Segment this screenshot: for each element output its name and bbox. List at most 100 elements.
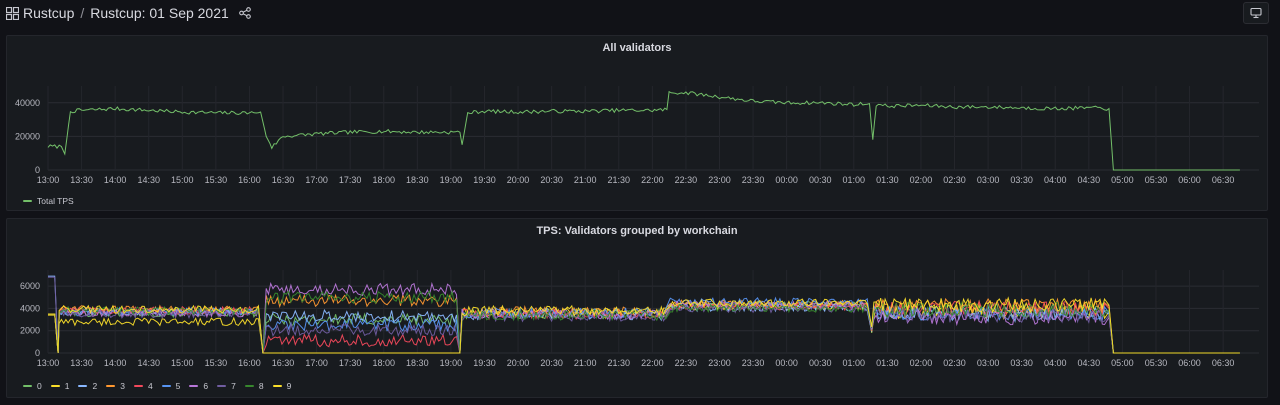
x-tick-label: 22:00 <box>641 175 664 185</box>
x-tick-label: 20:30 <box>540 358 563 368</box>
legend-label: 1 <box>64 381 70 391</box>
legend-item[interactable]: 4 <box>133 381 153 391</box>
x-tick-label: 00:00 <box>775 175 798 185</box>
legend-label: 2 <box>92 381 98 391</box>
x-tick-label: 03:00 <box>977 358 1000 368</box>
dashboard-title[interactable]: Rustcup: 01 Sep 2021 <box>90 5 229 21</box>
x-tick-label: 15:30 <box>205 358 228 368</box>
legend-item[interactable]: 1 <box>50 381 70 391</box>
y-tick-label: 0 <box>35 348 40 358</box>
legend-item[interactable]: 9 <box>272 381 292 391</box>
legend-item[interactable]: Total TPS <box>23 196 74 206</box>
x-tick-label: 16:30 <box>272 175 295 185</box>
dashboard-header: Rustcup / Rustcup: 01 Sep 2021 <box>0 0 1280 28</box>
panel-title[interactable]: TPS: Validators grouped by workchain <box>536 225 738 237</box>
x-tick-label: 17:30 <box>339 175 362 185</box>
legend-label: Total TPS <box>37 196 74 206</box>
x-tick-label: 14:30 <box>137 175 160 185</box>
x-tick-label: 22:30 <box>675 175 698 185</box>
x-tick-label: 02:00 <box>910 175 933 185</box>
legend-swatch <box>78 385 88 387</box>
legend-item[interactable]: 5 <box>161 381 180 391</box>
x-tick-label: 15:00 <box>171 358 194 368</box>
legend-swatch <box>161 385 171 387</box>
x-tick-label: 20:00 <box>507 175 530 185</box>
legend-label: 0 <box>37 381 42 391</box>
share-icon[interactable] <box>238 7 251 19</box>
x-tick-label: 03:00 <box>977 175 1000 185</box>
legend-item[interactable]: 3 <box>106 381 125 391</box>
legend-swatch <box>133 385 143 387</box>
x-tick-label: 02:00 <box>910 358 933 368</box>
series-line-8[interactable] <box>48 289 1240 354</box>
x-tick-label: 06:30 <box>1212 358 1235 368</box>
series-line-total-tps[interactable] <box>47 90 1240 171</box>
breadcrumb-folder[interactable]: Rustcup <box>23 5 75 21</box>
x-tick-label: 23:30 <box>742 358 765 368</box>
x-tick-label: 13:00 <box>37 175 60 185</box>
legend-item[interactable]: 0 <box>23 381 42 391</box>
legend-item[interactable]: 8 <box>244 381 264 391</box>
legend-label: 6 <box>203 381 209 391</box>
legend-label: 7 <box>231 381 236 391</box>
total-tps-chart[interactable]: 0 20000 40000 13:00 13:30 14:00 14:30 15:00 15:3… <box>7 36 1267 210</box>
x-tick-label: 02:30 <box>943 175 966 185</box>
x-tick-label: 00:00 <box>775 358 798 368</box>
x-tick-label: 21:00 <box>574 358 597 368</box>
y-tick-label: 40000 <box>15 98 40 108</box>
x-tick-label: 04:30 <box>1078 175 1101 185</box>
x-tick-label: 01:00 <box>843 175 866 185</box>
x-tick-label: 01:30 <box>876 358 899 368</box>
legend-item[interactable]: 6 <box>189 381 208 391</box>
x-tick-label: 00:30 <box>809 358 832 368</box>
legend-swatch <box>244 385 254 387</box>
y-tick-label: 4000 <box>20 303 40 313</box>
x-tick-label: 22:00 <box>641 358 664 368</box>
x-tick-label: 14:30 <box>137 358 160 368</box>
x-tick-label: 23:00 <box>708 175 731 185</box>
x-tick-label: 01:30 <box>876 175 899 185</box>
x-tick-label: 13:00 <box>37 358 60 368</box>
legend-label: 8 <box>258 381 264 391</box>
x-tick-label: 18:30 <box>406 175 429 185</box>
x-tick-label: 14:00 <box>104 175 127 185</box>
panel-all-validators[interactable]: All validators 0 20000 40000 13:00 13:30 14:0… <box>6 35 1268 211</box>
tv-mode-button[interactable] <box>1243 2 1269 24</box>
x-tick-label: 03:30 <box>1010 175 1033 185</box>
x-tick-label: 23:00 <box>708 358 731 368</box>
x-tick-label: 20:30 <box>540 175 563 185</box>
x-tick-label: 21:30 <box>608 358 631 368</box>
x-tick-label: 06:00 <box>1178 358 1201 368</box>
chart-legend: 0 1 2 3 4 5 6 7 8 9 <box>23 381 300 391</box>
legend-item[interactable]: 2 <box>78 381 97 391</box>
x-tick-label: 19:30 <box>473 358 496 368</box>
x-tick-label: 04:30 <box>1078 358 1101 368</box>
x-tick-label: 16:30 <box>272 358 295 368</box>
y-tick-label: 2000 <box>20 326 40 336</box>
legend-swatch <box>50 385 60 387</box>
x-tick-label: 02:30 <box>943 358 966 368</box>
x-tick-label: 23:30 <box>742 175 765 185</box>
x-tick-label: 13:30 <box>70 175 93 185</box>
x-tick-label: 14:00 <box>104 358 127 368</box>
x-tick-label: 17:00 <box>305 175 328 185</box>
x-tick-label: 15:00 <box>171 175 194 185</box>
dashboard-grid-icon[interactable] <box>6 7 19 20</box>
legend-swatch <box>217 385 227 387</box>
series-line-6[interactable] <box>48 281 1240 354</box>
x-tick-label: 05:00 <box>1111 358 1134 368</box>
x-tick-label: 18:00 <box>372 175 395 185</box>
monitor-icon <box>1250 7 1262 19</box>
breadcrumb-separator: / <box>80 5 85 21</box>
series-line-9[interactable] <box>48 296 1240 354</box>
x-tick-label: 20:00 <box>507 358 530 368</box>
legend-item[interactable]: 7 <box>217 381 236 391</box>
legend-swatch <box>272 385 282 387</box>
legend-swatch <box>189 385 199 387</box>
legend-label: 9 <box>286 381 292 391</box>
x-tick-label: 18:30 <box>406 358 429 368</box>
panel-workchain-tps[interactable]: TPS: Validators grouped by workchain 0 20… <box>6 218 1268 398</box>
panel-title[interactable]: All validators <box>602 42 672 54</box>
y-tick-label: 6000 <box>20 281 40 291</box>
